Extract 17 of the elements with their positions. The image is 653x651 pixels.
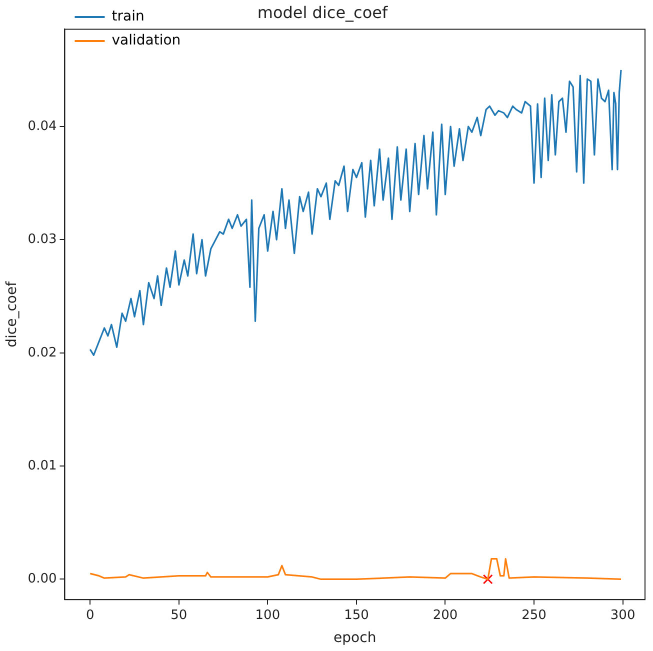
x-tick-label: 250 [522,608,546,623]
x-tick-label: 300 [610,608,636,623]
x-axis-title: epoch [334,630,376,646]
legend-label: validation [112,32,181,49]
chart-title: model dice_coef [257,2,388,22]
x-tick-label: 50 [170,608,188,623]
y-axis-title: dice_coef [4,280,20,348]
x-tick-label: 150 [344,608,369,623]
y-tick-label: 0.03 [28,232,57,248]
y-tick-label: 0.02 [28,345,57,360]
y-tick-label: 0.04 [28,118,57,134]
legend-label: train [112,8,144,25]
y-tick-label: 0.00 [28,572,57,587]
x-tick-label: 200 [432,608,458,623]
y-tick-label: 0.01 [28,458,57,474]
x-tick-label: 100 [255,608,280,623]
x-tick-label: 0 [86,608,94,623]
